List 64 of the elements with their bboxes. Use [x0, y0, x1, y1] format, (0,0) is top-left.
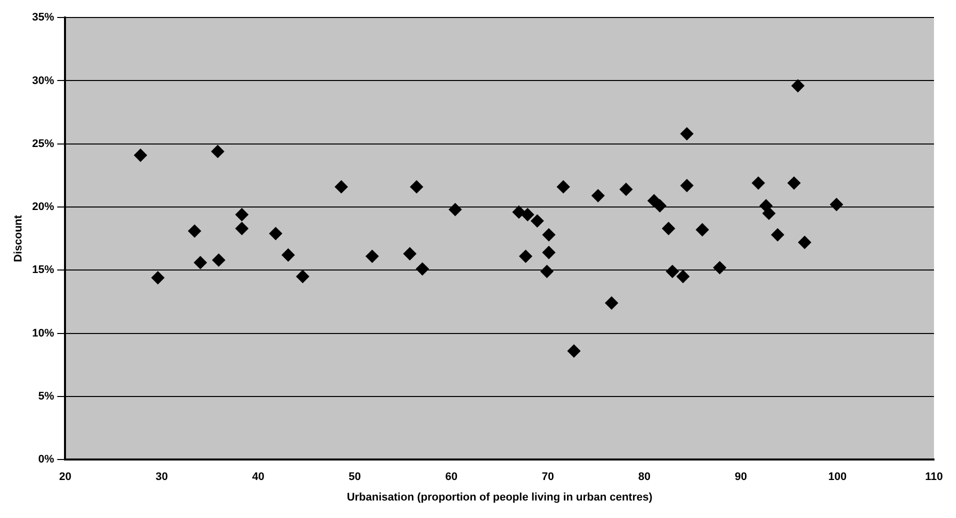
point [676, 270, 690, 283]
x-tick-label: 40 [252, 471, 264, 484]
point [530, 214, 544, 228]
point [662, 222, 676, 235]
y-tick-label: 20% [32, 201, 54, 214]
x-tick-label: 90 [734, 471, 748, 484]
point [448, 203, 462, 216]
x-tick-label: 110 [925, 471, 943, 484]
x-axis-title: Urbanisation (proportion of people living in urban centres) [346, 491, 653, 504]
point [512, 206, 526, 219]
point [830, 198, 844, 212]
point [762, 206, 776, 220]
point [653, 199, 666, 212]
point [403, 247, 416, 260]
x-tick-label: 50 [348, 471, 361, 484]
point [212, 254, 226, 267]
point [567, 344, 580, 358]
point [620, 182, 633, 196]
point [366, 250, 379, 263]
point [151, 271, 164, 284]
point [211, 144, 224, 158]
point [235, 208, 248, 222]
point [194, 256, 207, 270]
y-axis-title: Discount [12, 214, 25, 262]
x-tick-label: 30 [156, 471, 168, 484]
x-tick-label: 70 [542, 471, 554, 484]
point [282, 248, 295, 262]
y-tick-label: 5% [38, 390, 54, 402]
point [410, 180, 424, 194]
point [416, 262, 429, 276]
point [605, 296, 618, 310]
point [540, 264, 554, 278]
y-tick-label: 35% [32, 12, 54, 24]
point [296, 270, 310, 283]
point [519, 250, 532, 263]
point [188, 224, 202, 238]
point [592, 189, 605, 202]
point [798, 236, 812, 249]
point [752, 176, 765, 190]
y-tick-label: 0% [38, 454, 54, 466]
point [521, 208, 534, 222]
x-tick-label: 100 [828, 471, 847, 484]
point [334, 180, 348, 194]
point [666, 264, 679, 278]
point [771, 228, 784, 242]
y-tick-label: 15% [32, 264, 54, 276]
x-tick-label: 60 [445, 471, 458, 484]
y-tick-label: 30% [32, 74, 54, 87]
point [556, 180, 570, 194]
point [680, 127, 694, 140]
point [235, 222, 248, 235]
point [788, 176, 801, 190]
point [542, 246, 556, 259]
point [542, 228, 556, 242]
point [791, 79, 804, 92]
point [680, 179, 694, 192]
point [269, 227, 282, 240]
x-tick-label: 20 [59, 471, 72, 484]
point [134, 148, 148, 162]
point [713, 261, 726, 274]
y-tick-label: 10% [32, 327, 54, 340]
x-tick-label: 80 [638, 471, 651, 484]
point [696, 223, 709, 236]
y-tick-label: 25% [32, 138, 54, 150]
